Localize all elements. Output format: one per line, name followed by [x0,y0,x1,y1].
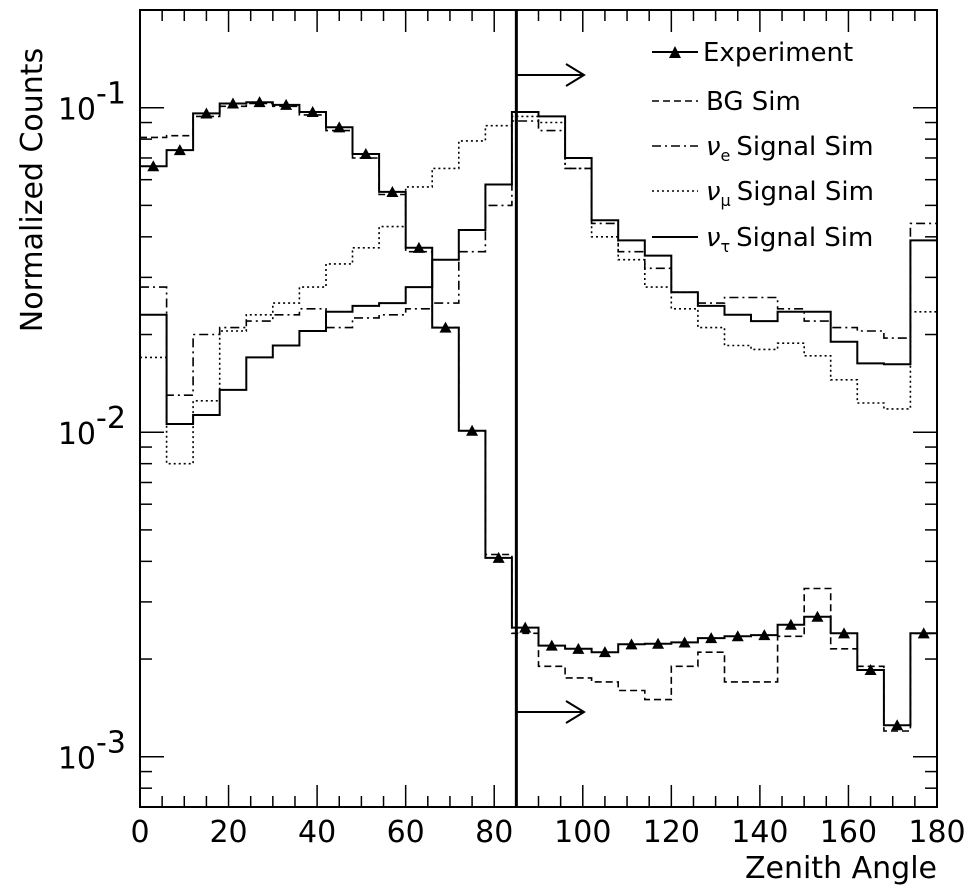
y-tick-label-exponent: -1 [96,77,126,112]
experiment-point [917,627,930,639]
series-layer [140,96,937,732]
legend-label-4: ντ Signal Sim [706,223,873,256]
x-tick-label: 120 [643,815,700,850]
x-tick-label: 140 [731,815,788,850]
legend-marker [669,46,681,58]
legend-label-3: νμ Signal Sim [706,177,874,210]
x-tick-label: 0 [130,815,149,850]
experiment-point [439,321,452,333]
legend: Experiment BG Sim νe Signal Sim νμ Signal Sim… [652,38,874,256]
experiment-point [731,630,744,642]
experiment-point [492,551,505,563]
y-tick-label: 10 [58,417,96,452]
series-line-2 [140,120,937,396]
experiment-point [678,636,691,648]
experiment-point [652,637,665,649]
series-line-4 [140,111,937,425]
experiment-point [891,719,904,731]
legend-label-0: Experiment [703,38,853,68]
experiment-point [625,638,638,650]
y-tick-label: 10 [58,742,96,777]
x-axis-label: Zenith Angle [745,851,937,886]
series-line-3 [140,115,937,465]
experiment-point [253,96,266,108]
experiment-point [811,610,824,622]
experiment-point [838,627,851,639]
experiment-point [306,105,319,117]
experiment-point [333,121,346,133]
x-tick-label: 80 [475,815,513,850]
x-tick-label: 40 [298,815,336,850]
legend-label-1: BG Sim [706,87,801,117]
experiment-point [226,97,239,109]
experiment-point [519,621,532,633]
experiment-point [784,618,797,630]
experiment-point [173,144,186,156]
x-tick-label: 60 [387,815,425,850]
experiment-point [466,424,479,436]
experiment-point [386,185,399,197]
y-tick-label-exponent: -3 [96,726,126,761]
experiment-point [200,107,213,119]
y-tick-label: 10 [58,93,96,128]
experiment-point [758,629,771,641]
experiment-point [598,646,611,658]
x-tick-label: 160 [820,815,877,850]
cut-arrow-head [565,700,586,724]
legend-label-2: νe Signal Sim [706,132,874,165]
y-axis-label: Normalized Counts [15,48,50,332]
experiment-point [705,632,718,644]
experiment-point [280,98,293,110]
x-tick-label: 100 [554,815,611,850]
cut-arrow-head [565,63,586,87]
cut-layer [514,10,586,807]
experiment-point [359,147,372,159]
experiment-point [412,241,425,253]
plot-frame [139,9,938,808]
series-line-0 [140,101,937,727]
experiment-point [545,639,558,651]
experiment-point [572,642,585,654]
y-tick-label-exponent: -2 [96,401,126,436]
x-tick-label: 20 [209,815,247,850]
experiment-point [864,664,877,676]
x-tick-label: 180 [908,815,965,850]
experiment-point [147,160,160,172]
